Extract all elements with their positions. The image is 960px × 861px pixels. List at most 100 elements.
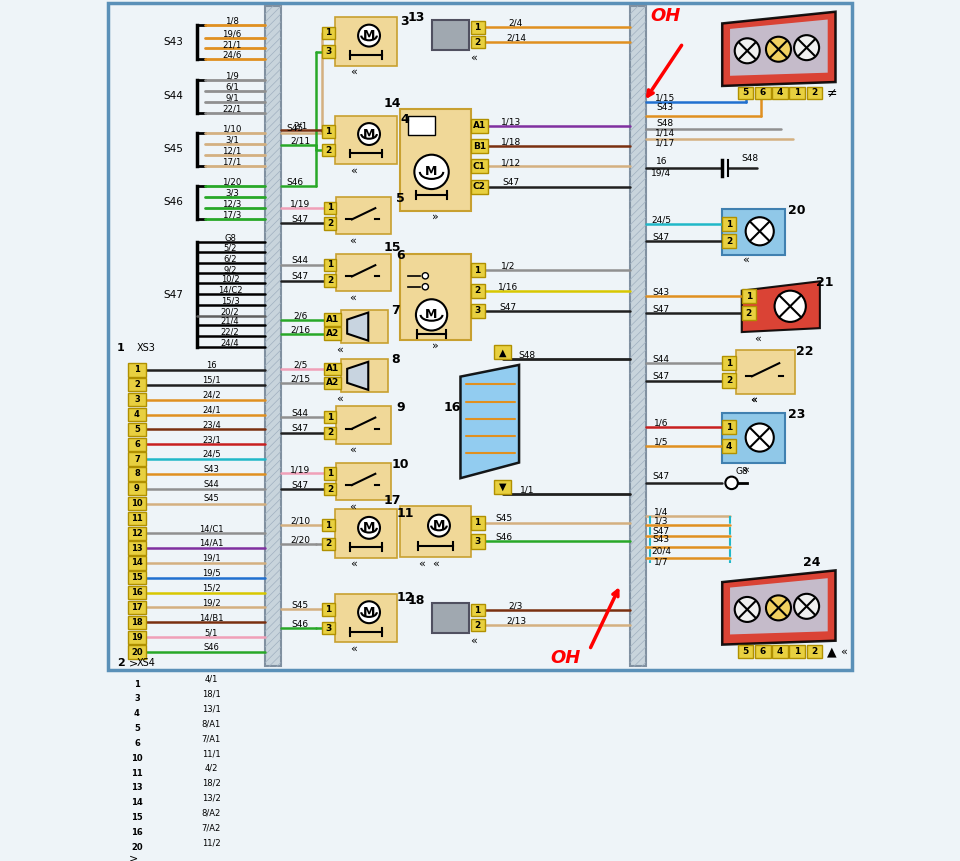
Text: 22/1: 22/1 xyxy=(223,104,242,113)
Text: S47: S47 xyxy=(653,527,670,536)
Text: 13: 13 xyxy=(132,784,143,792)
Polygon shape xyxy=(348,362,369,390)
Bar xyxy=(470,283,485,298)
Text: 1: 1 xyxy=(325,127,331,136)
Bar xyxy=(336,406,391,443)
Text: S43: S43 xyxy=(204,465,219,474)
Text: S44: S44 xyxy=(163,91,183,101)
Bar xyxy=(722,412,784,463)
Text: 5: 5 xyxy=(742,89,749,97)
Bar xyxy=(400,506,470,557)
Polygon shape xyxy=(722,570,835,645)
Text: S47: S47 xyxy=(292,424,309,433)
Bar xyxy=(470,36,485,48)
Text: 16: 16 xyxy=(656,158,667,166)
Bar xyxy=(324,376,341,389)
Bar xyxy=(470,516,485,530)
Bar xyxy=(336,197,391,234)
Bar xyxy=(722,209,784,255)
Bar xyxy=(722,439,736,453)
Bar xyxy=(323,46,335,58)
Bar xyxy=(323,604,335,616)
Bar xyxy=(129,601,146,614)
Text: 6: 6 xyxy=(396,249,404,262)
Bar xyxy=(335,115,397,164)
Polygon shape xyxy=(730,579,828,635)
Text: 17/1: 17/1 xyxy=(223,158,242,166)
Bar xyxy=(324,201,336,214)
Text: 24/6: 24/6 xyxy=(223,51,242,60)
Text: 1: 1 xyxy=(474,23,481,32)
Circle shape xyxy=(422,283,428,290)
Bar xyxy=(742,289,756,303)
Text: 23/4: 23/4 xyxy=(202,420,221,429)
Text: «: « xyxy=(350,67,357,77)
Bar xyxy=(738,87,754,99)
Text: 12: 12 xyxy=(396,592,414,604)
Text: 2: 2 xyxy=(325,539,331,548)
Bar xyxy=(323,125,335,138)
Text: 1: 1 xyxy=(794,89,801,97)
Text: ▲: ▲ xyxy=(827,645,836,658)
Bar xyxy=(742,307,756,320)
Text: «: « xyxy=(350,165,357,176)
Text: S43: S43 xyxy=(163,37,183,47)
Text: S47: S47 xyxy=(653,233,670,242)
Bar xyxy=(789,646,805,658)
Circle shape xyxy=(775,291,805,322)
Polygon shape xyxy=(730,20,828,76)
Text: 2: 2 xyxy=(326,485,333,493)
Text: 6: 6 xyxy=(134,739,140,748)
Bar xyxy=(324,217,336,230)
Bar xyxy=(772,87,788,99)
Text: S46: S46 xyxy=(292,620,309,629)
Text: 8: 8 xyxy=(134,469,140,479)
Text: 5: 5 xyxy=(134,424,140,434)
Text: 1/10: 1/10 xyxy=(223,125,242,133)
Bar xyxy=(470,119,488,133)
Text: 7/A2: 7/A2 xyxy=(202,823,221,833)
Text: 2: 2 xyxy=(811,647,818,656)
Bar xyxy=(129,511,146,525)
Circle shape xyxy=(358,601,380,623)
Text: 2/11: 2/11 xyxy=(290,137,310,146)
Bar xyxy=(470,180,488,194)
Text: 15/1: 15/1 xyxy=(202,375,221,385)
Bar xyxy=(470,304,485,318)
Text: M: M xyxy=(363,127,375,140)
Bar xyxy=(722,420,736,435)
Bar xyxy=(470,22,485,34)
Bar xyxy=(323,27,335,39)
Text: M: M xyxy=(433,519,445,532)
Text: 5/2: 5/2 xyxy=(224,243,237,252)
Text: >: > xyxy=(129,659,137,668)
Text: 11: 11 xyxy=(132,514,143,523)
Text: A2: A2 xyxy=(325,378,339,387)
Bar xyxy=(400,254,470,340)
Bar xyxy=(736,350,795,393)
Text: 1: 1 xyxy=(325,28,331,37)
Text: 21/4: 21/4 xyxy=(221,317,239,325)
Text: S43: S43 xyxy=(657,103,674,112)
Text: 1: 1 xyxy=(474,606,481,615)
Text: 8/A2: 8/A2 xyxy=(202,808,221,817)
Bar xyxy=(129,378,146,392)
Polygon shape xyxy=(722,12,835,86)
Text: 10/2: 10/2 xyxy=(221,275,239,283)
Bar xyxy=(789,87,805,99)
Text: »: » xyxy=(432,212,439,222)
Bar xyxy=(470,159,488,173)
Text: 17/3: 17/3 xyxy=(223,210,242,220)
Text: 5: 5 xyxy=(396,192,405,205)
Text: 12/1: 12/1 xyxy=(223,146,242,155)
Text: 1/16: 1/16 xyxy=(498,282,518,291)
Text: B1: B1 xyxy=(472,141,486,151)
Text: 23/1: 23/1 xyxy=(202,435,221,444)
Text: 1/3: 1/3 xyxy=(654,517,668,526)
Text: «: « xyxy=(742,255,749,265)
Text: S47: S47 xyxy=(499,302,516,312)
Bar xyxy=(129,482,146,495)
Text: 4: 4 xyxy=(400,113,409,126)
Text: 2: 2 xyxy=(726,376,732,385)
Text: 2/1: 2/1 xyxy=(293,121,307,130)
